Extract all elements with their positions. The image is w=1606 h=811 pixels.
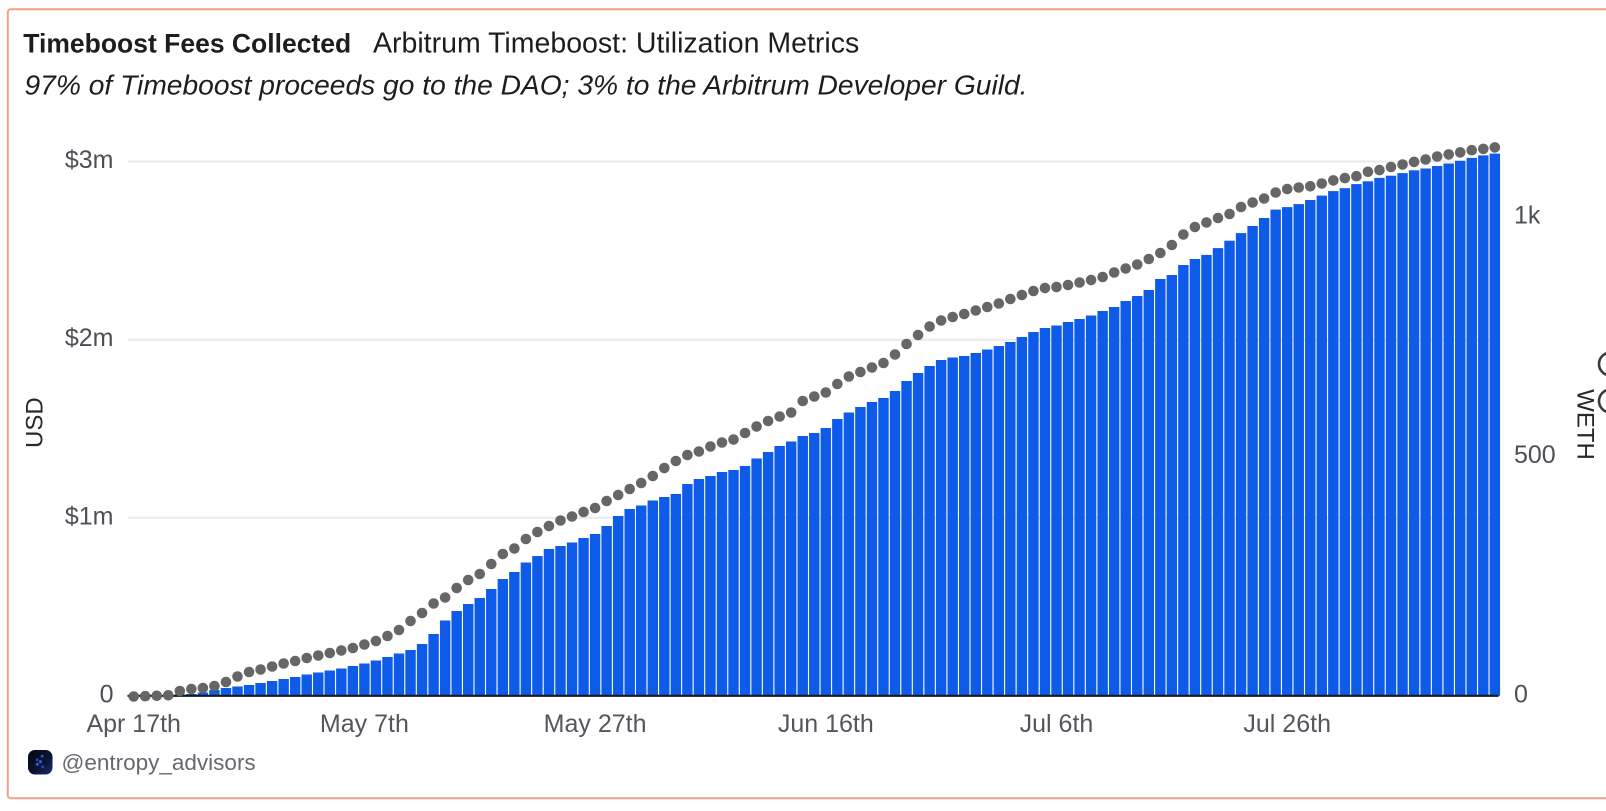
svg-text:May 27th: May 27th — [544, 710, 647, 738]
svg-text:1k: 1k — [1514, 202, 1541, 230]
svg-text:$2m: $2m — [65, 324, 114, 352]
svg-text:0: 0 — [100, 680, 114, 708]
svg-text:0: 0 — [1514, 681, 1528, 709]
svg-text:Jul 6th: Jul 6th — [1020, 710, 1094, 738]
svg-text:USD: USD — [22, 397, 49, 448]
svg-text:$3m: $3m — [65, 146, 114, 174]
svg-text:97% of Timeboost proceeds go t: 97% of Timeboost proceeds go to the DAO;… — [25, 69, 1028, 101]
svg-text:$1m: $1m — [65, 502, 114, 530]
svg-text:WETH: WETH — [1572, 389, 1599, 460]
svg-text:Arbitrum Timeboost: Utilizatio: Arbitrum Timeboost: Utilization Metrics — [373, 28, 859, 60]
svg-text:Jul 26th: Jul 26th — [1243, 710, 1331, 738]
svg-text:Jun 16th: Jun 16th — [778, 710, 874, 738]
svg-text:Apr 17th: Apr 17th — [86, 710, 181, 738]
svg-text:Timeboost Fees Collected: Timeboost Fees Collected — [23, 29, 351, 59]
svg-text:May 7th: May 7th — [320, 710, 409, 738]
svg-text:@entropy_advisors: @entropy_advisors — [62, 750, 256, 775]
svg-text:500: 500 — [1514, 441, 1556, 469]
